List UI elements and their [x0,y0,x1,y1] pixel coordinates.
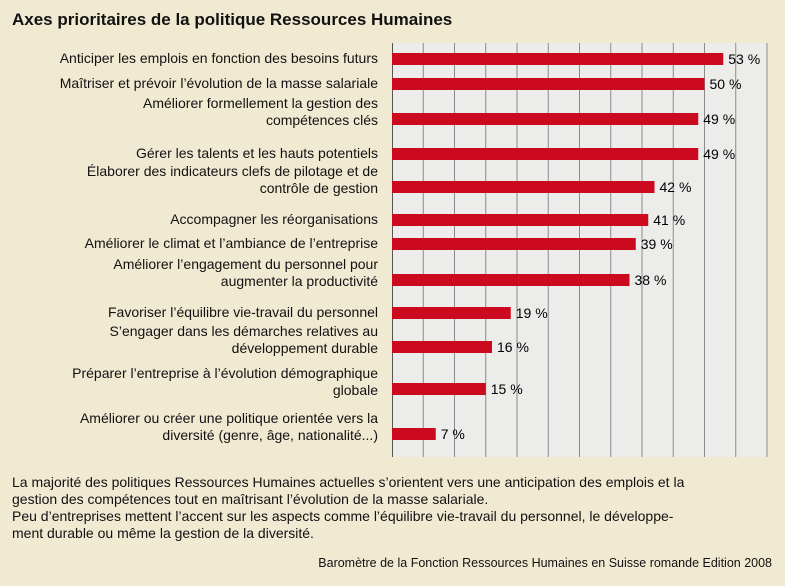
category-label: Maîtriser et prévoir l’évolution de la m… [60,75,378,92]
bar [392,148,699,160]
bar [392,307,511,319]
category-label: Préparer l’entreprise à l’évolution démo… [72,365,378,399]
category-label: Gérer les talents et les hauts potentiel… [136,145,378,162]
data-label: 19 % [516,305,548,321]
category-label-line: Accompagner les réorganisations [170,211,378,227]
category-label: Accompagner les réorganisations [170,211,378,228]
category-label-line: Anticiper les emplois en fonction des be… [59,50,378,66]
category-label-line: globale [332,382,378,398]
category-label: Améliorer formellement la gestion des com… [143,95,378,129]
category-label: S’engager dans les démarches relatives a… [110,323,379,357]
data-label: 7 % [441,426,465,442]
chart-title: Axes prioritaires de la politique Ressou… [12,10,453,29]
data-label: 38 % [635,272,667,288]
data-label: 49 % [703,111,735,127]
bar [392,274,630,286]
category-label-line: diversité (genre, âge, nationalité...) [162,427,378,443]
source: Baromètre de la Fonction Ressources Huma… [318,556,772,570]
note-line: La majorité des politiques Ressources Hu… [12,474,685,490]
plot-area: 53 % 50 % 49 % 49 % 42 % 41 % 39 % 38 % 19 % 16 %… [392,43,768,457]
data-label: 41 % [653,212,685,228]
category-label-line: Favoriser l’équilibre vie-travail du per… [107,304,378,320]
category-label-line: Maîtriser et prévoir l’évolution de la m… [59,75,378,91]
category-label-line: Élaborer des indicateurs clefs de pilota… [86,163,378,179]
note-line: Peu d’entreprises mettent l’accent sur l… [12,508,674,524]
category-label-line: compétences clés [265,112,378,128]
category-label-line: Améliorer l’engagement du personnel pour [113,256,378,272]
note-line: gestion des compétences tout en maîtrisa… [12,491,489,507]
bar [392,428,436,440]
data-label: 50 % [710,76,742,92]
bar [392,214,649,226]
bar [392,238,636,250]
category-label-line: Préparer l’entreprise à l’évolution démo… [72,365,378,381]
bar [392,113,699,125]
bar [392,78,705,90]
data-label: 53 % [728,51,760,67]
category-label-line: Améliorer ou créer une politique orienté… [79,410,378,426]
data-label: 39 % [641,236,673,252]
category-label-line: Améliorer le climat et l’ambiance de l’e… [84,235,378,251]
bar [392,53,724,65]
data-label: 49 % [703,146,735,162]
category-label-line: S’engager dans les démarches relatives a… [109,323,379,339]
category-label-line: Améliorer formellement la gestion des [143,95,378,111]
category-label: Améliorer ou créer une politique orienté… [80,410,378,444]
bar-chart: 53 % 50 % 49 % 49 % 42 % 41 % 39 % 38 % 19 % 16 %… [392,43,768,457]
bar [392,383,486,395]
note-line: ment durable ou même la gestion de la di… [12,525,314,541]
note: La majorité des politiques Ressources Hu… [12,474,782,542]
bar [392,181,655,193]
data-label: 15 % [491,381,523,397]
data-label: 16 % [497,339,529,355]
category-label: Améliorer l’engagement du personnel pour… [113,256,378,290]
data-label: 42 % [660,179,692,195]
category-label: Anticiper les emplois en fonction des be… [60,50,378,67]
category-label-line: contrôle de gestion [259,180,378,196]
category-label: Élaborer des indicateurs clefs de pilota… [87,163,378,197]
category-label: Favoriser l’équilibre vie-travail du per… [108,304,378,321]
bar [392,341,492,353]
category-label-line: développement durable [231,340,378,356]
category-label-line: augmenter la productivité [220,273,378,289]
category-label-line: Gérer les talents et les hauts potentiel… [135,145,378,161]
category-label: Améliorer le climat et l’ambiance de l’e… [85,235,378,252]
